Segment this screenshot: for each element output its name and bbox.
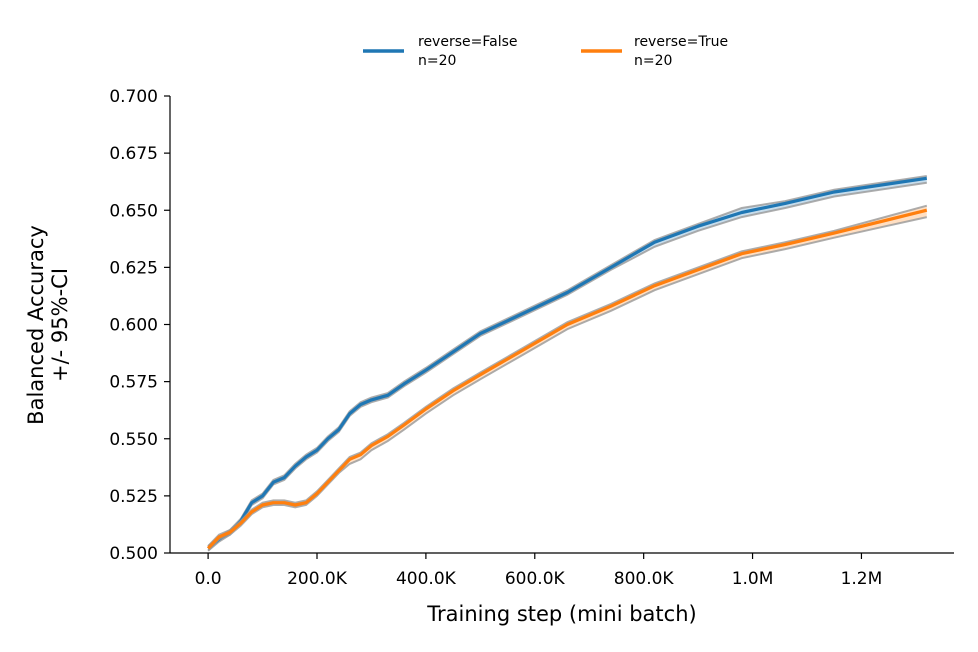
y-tick-label: 0.700 <box>109 87 158 107</box>
x-axis-title: Training step (mini batch) <box>426 602 696 626</box>
y-ticks: 0.500 0.525 0.550 0.575 0.600 0.625 0.650 0.675… <box>109 87 170 564</box>
ci-band-reverse-true <box>208 205 927 551</box>
x-ticks: 0.0 200.0K 400.0K 600.0K 800.0K 1.0M 1.2M <box>195 553 883 589</box>
series-line-reverse-true <box>206 208 928 550</box>
y-tick-label: 0.500 <box>109 544 158 564</box>
ci-upper-reverse-false <box>207 175 927 547</box>
y-axis-title-line-2: +/- 95%-CI <box>48 268 72 382</box>
x-tick-label: 1.0M <box>732 569 774 589</box>
legend-count-reverse-false: n=20 <box>418 53 456 69</box>
legend-count-reverse-true: n=20 <box>634 53 672 69</box>
x-tick-label: 400.0K <box>396 569 457 589</box>
y-tick-label: 0.675 <box>109 144 158 164</box>
ci-lower-reverse-true <box>207 216 928 552</box>
y-tick-label: 0.525 <box>109 487 158 507</box>
y-tick-label: 0.550 <box>109 430 158 450</box>
x-tick-label: 800.0K <box>614 569 675 589</box>
legend-label-reverse-false: reverse=False <box>418 34 518 50</box>
ci-lower-reverse-false <box>207 181 927 552</box>
y-tick-label: 0.575 <box>109 373 158 393</box>
y-tick-label: 0.600 <box>109 316 158 336</box>
y-tick-label: 0.650 <box>109 201 158 221</box>
y-tick-label: 0.625 <box>109 258 158 278</box>
plot-area <box>206 175 928 552</box>
y-axis-title: Balanced Accuracy +/- 95%-CI <box>24 225 72 425</box>
ci-upper-reverse-true <box>207 204 928 547</box>
legend: reverse=False n=20 reverse=True n=20 <box>363 34 728 69</box>
legend-label-reverse-true: reverse=True <box>634 34 728 50</box>
x-tick-label: 1.2M <box>841 569 883 589</box>
y-axis-title-line-1: Balanced Accuracy <box>24 225 48 425</box>
x-tick-label: 600.0K <box>505 569 566 589</box>
x-tick-label: 200.0K <box>287 569 348 589</box>
x-tick-label: 0.0 <box>195 569 222 589</box>
series-line-reverse-false <box>207 176 928 550</box>
